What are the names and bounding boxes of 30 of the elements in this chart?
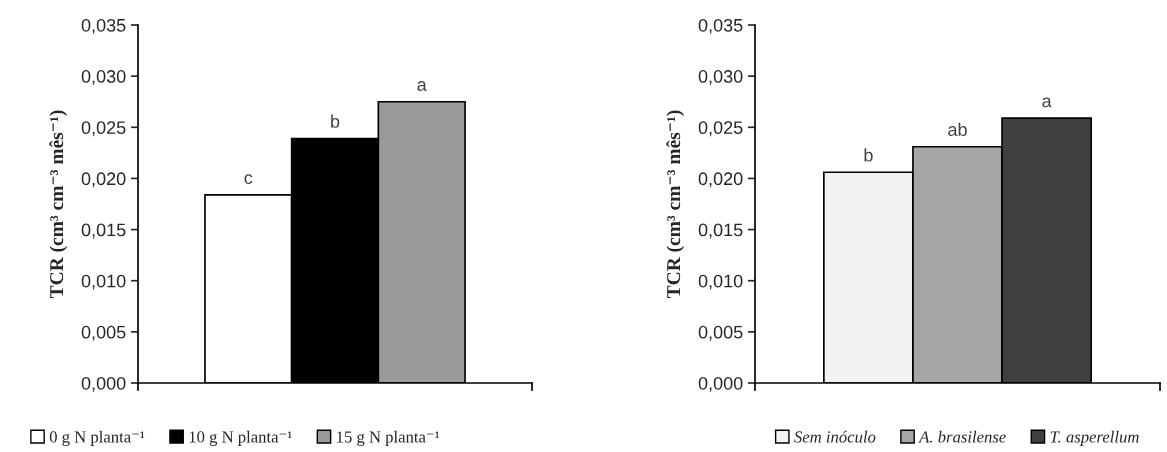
y-tick-label: 0,015 [81,223,126,239]
y-tick-label: 0,010 [81,274,126,290]
y-tick-label: 0,015 [698,223,743,239]
y-tick-label: 0,000 [698,376,743,392]
legend-label: 15 g N planta⁻¹ [337,430,440,446]
y-axis-title: TCR (cm³ cm⁻³ mês⁻¹) [666,110,685,299]
annotation: c [244,174,253,185]
y-tick-label: 0,035 [81,18,126,34]
y-tick-label: 0,000 [81,376,126,392]
y-tick-label: 0,020 [81,172,126,188]
y-tick-label: 0,005 [81,325,126,341]
annotation: ab [948,122,967,136]
legend-label: T. asperellum [1050,430,1139,446]
annotation: b [331,114,340,128]
y-tick-label: 0,035 [698,18,743,34]
legend-label: 10 g N planta⁻¹ [189,430,292,446]
y-tick-label: 0,025 [698,121,743,137]
y-tick-label: 0,020 [698,172,743,188]
legend-label: A. brasilense [918,430,1006,443]
legend-label: Sem inóculo [794,430,876,443]
annotation: a [417,81,427,91]
annotation: a [1042,97,1052,108]
y-tick-label: 0,010 [698,274,743,290]
y-axis-title: TCR (cm³ cm⁻³ mês⁻¹) [49,110,68,299]
y-tick-label: 0,005 [698,325,743,341]
legend-label: 0 g N planta⁻¹ [49,430,145,446]
y-tick-label: 0,025 [81,121,126,137]
y-tick-label: 0,030 [698,70,743,85]
annotation: b [864,148,873,162]
y-tick-label: 0,030 [81,70,126,85]
